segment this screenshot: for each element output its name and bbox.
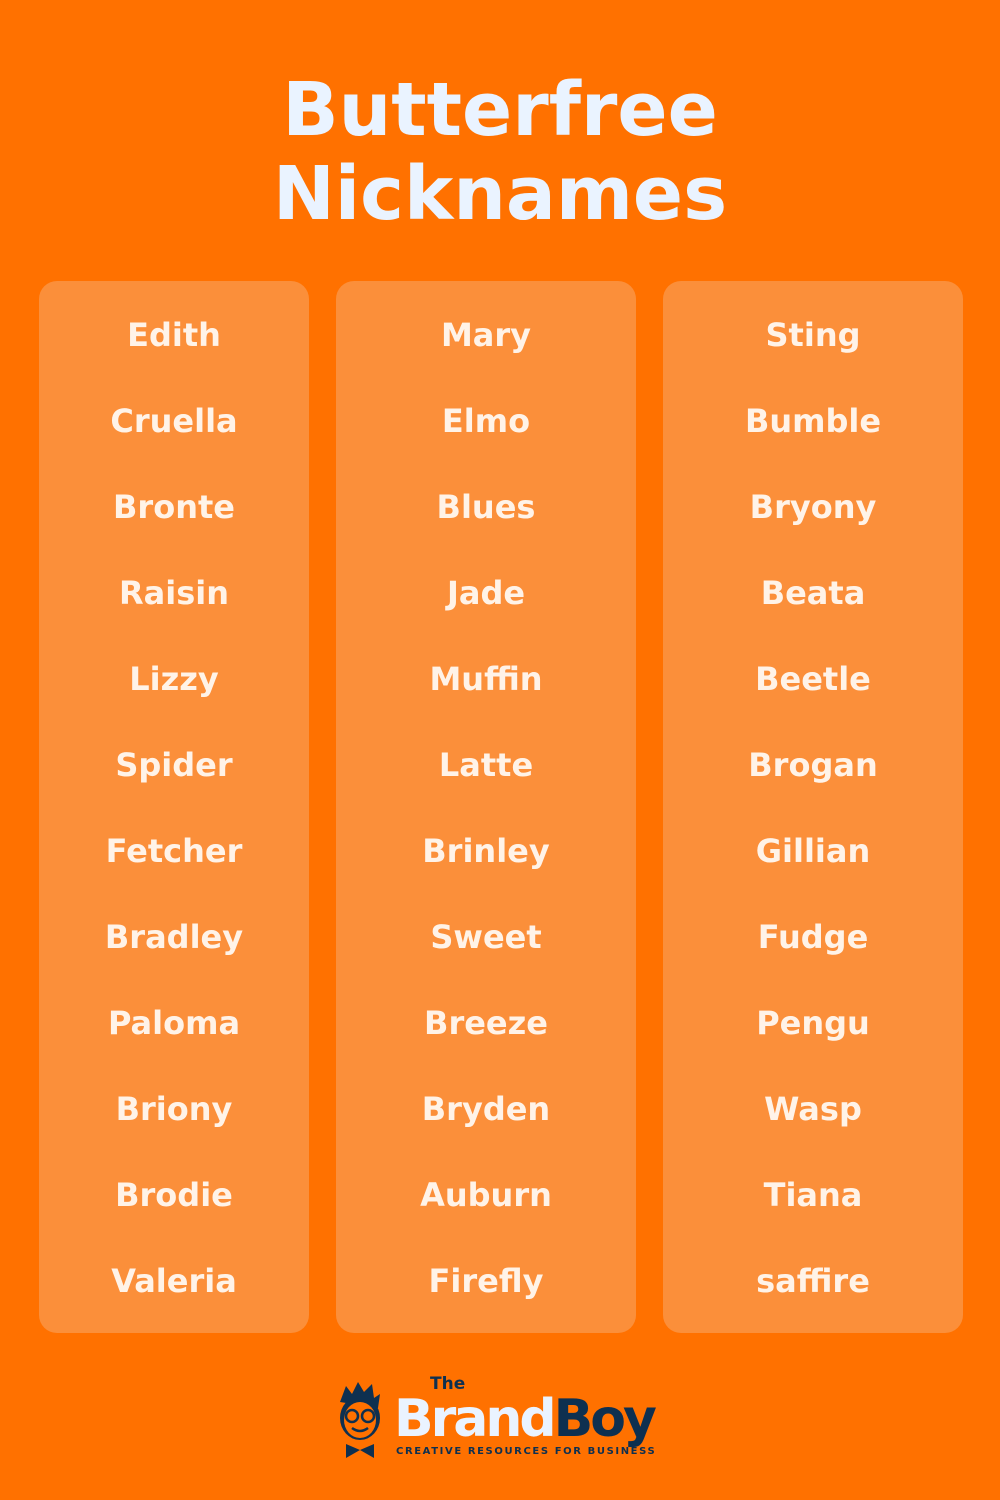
nickname-item: Mary [440,316,532,354]
nickname-item: Latte [438,746,534,784]
nickname-item: Cruella [110,402,238,440]
page-title: Butterfree Nicknames [0,68,1000,236]
nickname-item: Fetcher [105,832,243,870]
nickname-item: Breeze [424,1004,548,1042]
logo-brand: Brand [394,1389,557,1449]
nickname-item: Gillian [755,832,871,870]
names-column-1: Edith Cruella Bronte Raisin Lizzy Spider Fetch… [39,281,309,1333]
names-column-2: Mary Elmo Blues Jade Muffin Latte Brinley Sweet… [336,281,636,1333]
nickname-item: Valeria [111,1262,237,1300]
nickname-item: Bryony [749,488,877,526]
nickname-item: saffire [756,1262,870,1300]
nickname-item: Bumble [744,402,882,440]
nickname-item: Firefly [428,1262,544,1300]
brandboy-logo: The BrandBoy CREATIVE RESOURCES FOR BUSI… [332,1374,682,1464]
nickname-item: Beetle [755,660,871,698]
nickname-item: Brinley [422,832,550,870]
nickname-item: Briony [115,1090,233,1128]
nickname-item: Bronte [113,488,235,526]
names-column-3: Sting Bumble Bryony Beata Beetle Brogan Gillia… [663,281,963,1333]
logo-boy: Boy [553,1389,657,1449]
nickname-item: Fudge [757,918,869,956]
nickname-item: Raisin [119,574,229,612]
nickname-item: Sweet [430,918,542,956]
nickname-item: Sting [765,316,861,354]
nickname-item: Blues [436,488,536,526]
nickname-item: Elmo [441,402,531,440]
nickname-item: Brodie [115,1176,233,1214]
title-line-1: Butterfree [282,67,718,153]
nickname-item: Lizzy [129,660,219,698]
nickname-item: Edith [127,316,221,354]
logo-wordmark: BrandBoy [394,1393,657,1445]
nickname-item: Tiana [763,1176,863,1214]
logo-the: The [430,1374,466,1394]
title-line-2: Nicknames [272,151,728,237]
nickname-item: Bryden [421,1090,551,1128]
nickname-item: Muffin [429,660,543,698]
nickname-item: Wasp [764,1090,862,1128]
nickname-item: Brogan [748,746,878,784]
nickname-item: Spider [115,746,233,784]
nickname-item: Pengu [756,1004,870,1042]
logo-tagline: CREATIVE RESOURCES FOR BUSINESS [396,1446,657,1457]
nickname-item: Auburn [420,1176,552,1214]
mascot-icon [340,1382,380,1458]
nickname-item: Jade [446,574,526,612]
nickname-item: Bradley [104,918,244,956]
nickname-item: Paloma [107,1004,241,1042]
nickname-item: Beata [760,574,866,612]
